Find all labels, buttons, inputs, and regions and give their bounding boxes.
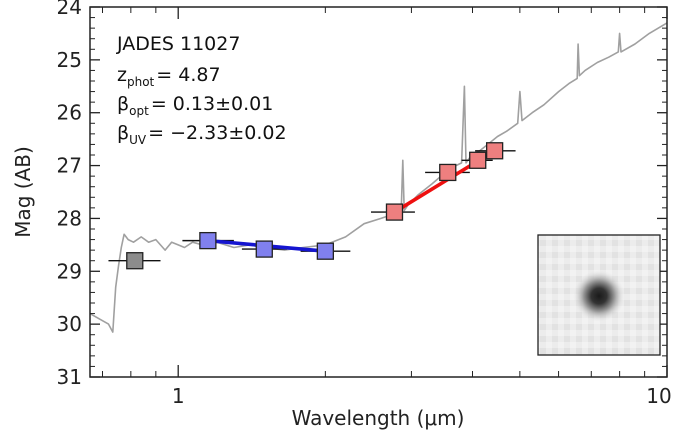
y-tick-label: 30 bbox=[57, 312, 82, 336]
photometry-point-6 bbox=[469, 151, 487, 169]
y-axis-title: Mag (AB) bbox=[11, 146, 35, 238]
photometry-point-3 bbox=[316, 242, 334, 260]
beta-uv-value: = −2.33±0.02 bbox=[148, 122, 286, 144]
galaxy-blob bbox=[573, 270, 625, 322]
photometry-point-5 bbox=[439, 163, 457, 182]
plot-frame bbox=[89, 6, 668, 378]
z-value: = 4.87 bbox=[156, 64, 220, 86]
photometry-point-1 bbox=[199, 231, 217, 250]
z-symbol: z bbox=[117, 64, 127, 86]
z-subscript: phot bbox=[127, 75, 155, 89]
y-tick-label: 29 bbox=[57, 259, 82, 283]
beta-opt-annotation: βopt = 0.13±0.01 bbox=[117, 93, 273, 118]
photometry-point-7 bbox=[485, 142, 504, 160]
y-tick-label: 28 bbox=[57, 206, 82, 230]
model-spectrum-layer bbox=[90, 22, 667, 333]
photometry-points-layer bbox=[126, 142, 504, 270]
photometry-point-0 bbox=[126, 252, 144, 270]
y-tick-label: 26 bbox=[57, 101, 82, 125]
beta-uv-subscript: UV bbox=[129, 133, 147, 147]
photometry-point-4 bbox=[385, 203, 404, 221]
redshift-annotation: zphot = 4.87 bbox=[117, 64, 221, 89]
beta-uv-annotation: βUV = −2.33±0.02 bbox=[117, 122, 287, 147]
y-tick-label: 27 bbox=[57, 154, 82, 178]
beta-opt-symbol: β bbox=[117, 93, 129, 115]
beta-opt-subscript: opt bbox=[129, 104, 149, 118]
model-spectrum-line bbox=[90, 22, 667, 333]
y-tick-label: 31 bbox=[57, 365, 82, 389]
x-tick-label: 10 bbox=[646, 384, 671, 408]
photometry-point-2 bbox=[255, 240, 273, 258]
y-tick-label: 25 bbox=[57, 48, 82, 72]
beta-opt-value: = 0.13±0.01 bbox=[151, 93, 274, 115]
thumbnail-inset bbox=[537, 234, 661, 356]
y-tick-label: 24 bbox=[57, 0, 82, 19]
x-tick-label: 1 bbox=[172, 384, 185, 408]
x-axis-title: Wavelength (μm) bbox=[292, 406, 465, 430]
object-name: JADES 11027 bbox=[116, 33, 240, 55]
beta-uv-symbol: β bbox=[117, 122, 129, 144]
